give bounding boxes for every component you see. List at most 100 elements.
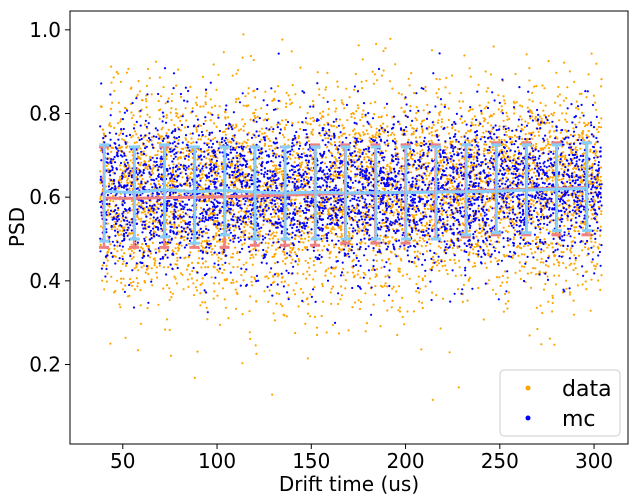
scatter-point-data bbox=[460, 91, 463, 95]
scatter-point-data bbox=[484, 70, 487, 73]
scatter-point-data bbox=[272, 312, 275, 315]
scatter-point-data bbox=[157, 99, 160, 103]
scatter-point-data bbox=[191, 269, 194, 273]
scatter-point-data bbox=[586, 123, 589, 127]
scatter-point-data bbox=[498, 211, 501, 214]
scatter-point-data bbox=[325, 187, 328, 190]
scatter-point-data bbox=[538, 115, 542, 118]
scatter-point-data bbox=[284, 262, 287, 265]
scatter-point-data bbox=[397, 285, 401, 288]
scatter-point-data bbox=[116, 245, 119, 248]
scatter-point-data bbox=[170, 118, 173, 122]
scatter-point-data bbox=[327, 137, 330, 140]
scatter-point-data bbox=[507, 244, 510, 247]
scatter-point-data bbox=[238, 160, 241, 163]
scatter-point-data bbox=[567, 206, 571, 209]
scatter-point-data bbox=[183, 239, 186, 242]
scatter-point-data bbox=[387, 142, 390, 145]
scatter-point-data bbox=[415, 282, 418, 286]
scatter-point-data bbox=[119, 269, 122, 273]
scatter-point-data bbox=[115, 279, 119, 282]
scatter-point-data bbox=[105, 280, 108, 283]
scatter-point-data bbox=[448, 178, 451, 181]
scatter-point-data bbox=[518, 269, 521, 272]
scatter-point-data bbox=[482, 150, 485, 153]
scatter-point-data bbox=[309, 117, 312, 120]
scatter-point-data bbox=[330, 125, 333, 128]
scatter-point-data bbox=[157, 180, 160, 183]
scatter-point-data bbox=[446, 219, 449, 222]
scatter-point-data bbox=[278, 292, 281, 296]
scatter-point-data bbox=[456, 245, 459, 248]
scatter-point-data bbox=[304, 322, 307, 325]
scatter-point-data bbox=[353, 219, 357, 222]
scatter-point-data bbox=[504, 302, 507, 305]
scatter-point-data bbox=[114, 289, 117, 293]
scatter-point-data bbox=[190, 142, 193, 145]
scatter-point-data bbox=[464, 131, 468, 135]
scatter-point-data bbox=[311, 128, 315, 131]
scatter-point-data bbox=[362, 211, 365, 214]
scatter-point-data bbox=[579, 147, 582, 150]
scatter-point-data bbox=[553, 130, 556, 133]
scatter-point-data bbox=[439, 159, 442, 162]
scatter-point-data bbox=[420, 157, 423, 160]
scatter-point-data bbox=[411, 158, 414, 161]
scatter-point-data bbox=[468, 130, 471, 133]
scatter-point-data bbox=[322, 237, 325, 240]
scatter-point-data bbox=[430, 187, 433, 190]
scatter-point-data bbox=[234, 169, 237, 172]
scatter-point-data bbox=[564, 129, 567, 132]
scatter-point-data bbox=[354, 132, 357, 135]
scatter-point-data bbox=[498, 276, 501, 279]
scatter-point-data bbox=[268, 271, 271, 274]
scatter-point-data bbox=[365, 79, 368, 82]
scatter-point-data bbox=[532, 171, 536, 174]
scatter-point-data bbox=[204, 135, 207, 138]
scatter-point-data bbox=[168, 215, 171, 218]
scatter-point-data bbox=[201, 246, 204, 249]
scatter-point-data bbox=[130, 209, 133, 212]
scatter-point-data bbox=[507, 169, 510, 173]
scatter-point-data bbox=[386, 164, 389, 168]
scatter-point-data bbox=[423, 194, 427, 197]
scatter-point-data bbox=[150, 267, 153, 270]
scatter-point-data bbox=[144, 160, 147, 164]
scatter-point-data bbox=[597, 126, 601, 129]
scatter-point-data bbox=[348, 227, 351, 230]
scatter-point-data bbox=[392, 211, 396, 214]
scatter-point-data bbox=[421, 306, 424, 310]
scatter-point-data bbox=[204, 179, 208, 182]
scatter-point-data bbox=[372, 82, 375, 85]
scatter-point-data bbox=[336, 80, 339, 83]
scatter-point-data bbox=[549, 176, 552, 179]
scatter-point-data bbox=[338, 224, 341, 227]
scatter-point-data bbox=[130, 249, 134, 252]
scatter-point-data bbox=[490, 124, 493, 127]
scatter-point-data bbox=[585, 96, 588, 99]
scatter-point-data bbox=[505, 281, 509, 284]
scatter-point-data bbox=[546, 142, 550, 145]
scatter-point-data bbox=[521, 172, 524, 175]
scatter-point-data bbox=[309, 257, 312, 260]
scatter-point-data bbox=[325, 269, 328, 272]
scatter-point-data bbox=[110, 182, 114, 185]
scatter-point-data bbox=[249, 54, 252, 58]
scatter-point-data bbox=[436, 129, 439, 132]
scatter-point-data bbox=[565, 112, 568, 115]
scatter-point-data bbox=[348, 232, 351, 235]
scatter-point-data bbox=[209, 183, 212, 186]
scatter-point-data bbox=[573, 80, 576, 83]
scatter-point-data bbox=[327, 210, 330, 213]
scatter-point-data bbox=[391, 299, 394, 302]
scatter-point-data bbox=[225, 162, 228, 165]
scatter-point-data bbox=[117, 208, 120, 212]
scatter-point-data bbox=[297, 135, 300, 138]
scatter-point-data bbox=[372, 249, 375, 252]
scatter-point-data bbox=[214, 104, 217, 107]
scatter-point-data bbox=[118, 110, 121, 113]
scatter-point-data bbox=[420, 301, 424, 304]
scatter-point-data bbox=[476, 141, 479, 144]
scatter-point-data bbox=[301, 248, 304, 251]
scatter-point-data bbox=[340, 189, 343, 192]
